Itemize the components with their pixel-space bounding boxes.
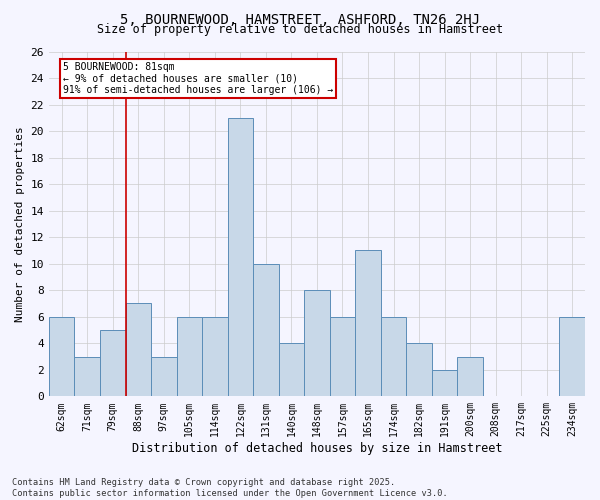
Bar [457, 356, 483, 397]
Bar [432, 370, 457, 396]
Bar [74, 356, 100, 397]
Y-axis label: Number of detached properties: Number of detached properties [15, 126, 25, 322]
Bar [330, 317, 355, 396]
Bar [227, 118, 253, 396]
Bar [100, 330, 125, 396]
Bar [559, 317, 585, 396]
X-axis label: Distribution of detached houses by size in Hamstreet: Distribution of detached houses by size … [132, 442, 502, 455]
Bar [49, 317, 74, 396]
Text: Contains HM Land Registry data © Crown copyright and database right 2025.
Contai: Contains HM Land Registry data © Crown c… [12, 478, 448, 498]
Bar [125, 304, 151, 396]
Text: 5, BOURNEWOOD, HAMSTREET, ASHFORD, TN26 2HJ: 5, BOURNEWOOD, HAMSTREET, ASHFORD, TN26 … [120, 12, 480, 26]
Text: Size of property relative to detached houses in Hamstreet: Size of property relative to detached ho… [97, 22, 503, 36]
Bar [304, 290, 330, 397]
Bar [381, 317, 406, 396]
Bar [202, 317, 227, 396]
Text: 5 BOURNEWOOD: 81sqm
← 9% of detached houses are smaller (10)
91% of semi-detache: 5 BOURNEWOOD: 81sqm ← 9% of detached hou… [63, 62, 333, 96]
Bar [355, 250, 381, 396]
Bar [278, 344, 304, 396]
Bar [176, 317, 202, 396]
Bar [406, 344, 432, 396]
Bar [151, 356, 176, 397]
Bar [253, 264, 278, 396]
